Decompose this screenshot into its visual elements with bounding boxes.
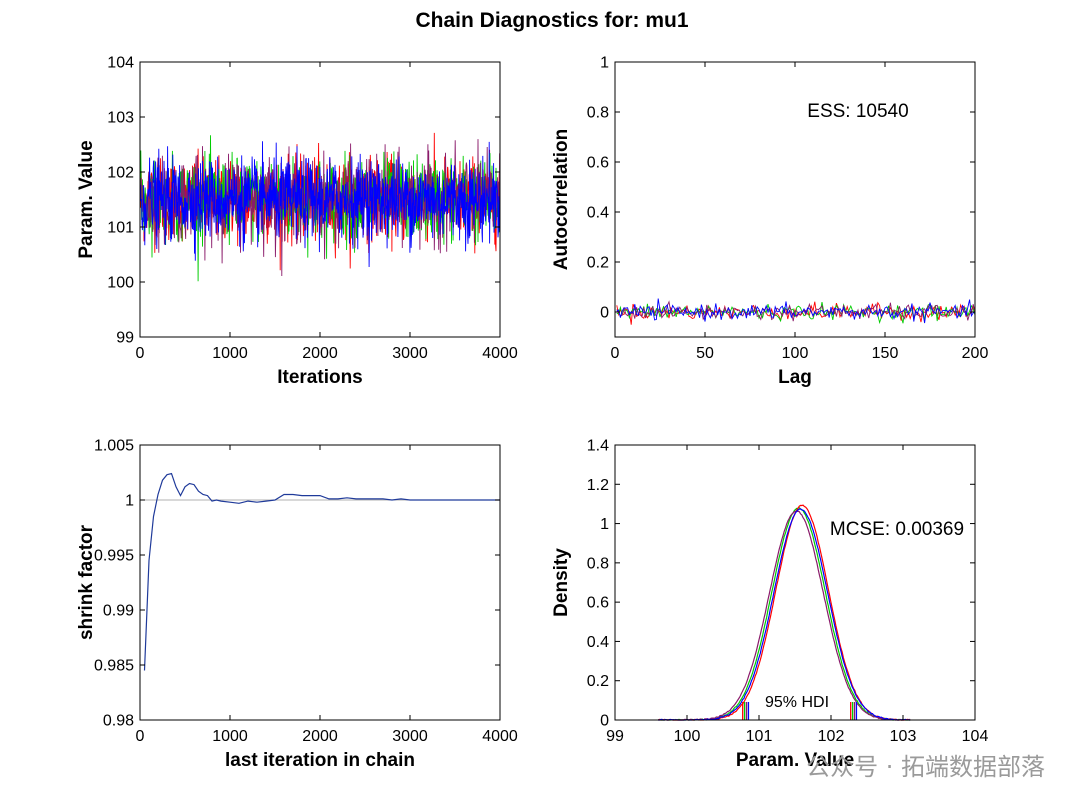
shrink-ticks: 0 1000 2000 3000 4000 0.98 0.985 0.99 0.995 1 1.00… <box>94 438 518 746</box>
trace-xtick-label: 2000 <box>302 345 338 362</box>
acf-xtick-label: 150 <box>872 345 899 362</box>
density-xtick-label: 99 <box>606 728 624 745</box>
shrink-ytick-label: 0.99 <box>103 603 134 620</box>
trace-ytick-label: 104 <box>107 55 134 72</box>
shrink-panel: 0 1000 2000 3000 4000 0.98 0.985 0.99 0.995 1 1.00… <box>76 438 518 772</box>
shrink-xtick-label: 1000 <box>212 728 248 745</box>
density-panel: 99 100 101 102 103 104 0 0.2 0.4 0.6 0.8 1 1.2 1.4 Pa… <box>551 438 988 772</box>
density-ylabel: Density <box>551 548 572 617</box>
acf-ytick-label: 0.4 <box>587 205 609 222</box>
shrink-ytick-label: 1.005 <box>94 438 134 455</box>
density-ytick-label: 1.2 <box>587 477 609 494</box>
shrink-axes-frame <box>139 444 501 721</box>
density-xtick-label: 101 <box>746 728 773 745</box>
trace-ytick-label: 100 <box>107 275 134 292</box>
trace-xtick-label: 4000 <box>482 345 518 362</box>
trace-xtick-label: 3000 <box>392 345 428 362</box>
acf-axes-frame <box>614 61 976 338</box>
shrink-ytick-label: 0.98 <box>103 713 134 730</box>
density-ytick-label: 0.6 <box>587 595 609 612</box>
ess-annotation: ESS: 10540 <box>807 101 908 122</box>
density-ytick-label: 0.2 <box>587 673 609 690</box>
density-chain-curve <box>658 508 911 721</box>
trace-xtick-label: 1000 <box>212 345 248 362</box>
hdi-label: 95% HDI <box>765 694 829 711</box>
shrink-ytick-label: 1 <box>125 493 134 510</box>
watermark-text: 公众号 · 拓端数据部落 <box>806 753 1045 781</box>
acf-xlabel: Lag <box>778 367 812 388</box>
acf-xtick-label: 100 <box>782 345 809 362</box>
shrink-ytick-label: 0.995 <box>94 548 134 565</box>
trace-ytick-label: 103 <box>107 110 134 127</box>
acf-chain-line <box>616 300 976 322</box>
trace-xlabel: Iterations <box>277 367 363 388</box>
density-xtick-label: 102 <box>818 728 845 745</box>
acf-panel: 0 50 100 150 200 0 0.2 0.4 0.6 0.8 1 Lag Autocorre… <box>551 55 988 389</box>
shrink-ytick-label: 0.985 <box>94 658 134 675</box>
acf-ticks: 0 50 100 150 200 0 0.2 0.4 0.6 0.8 1 <box>587 55 989 363</box>
acf-ytick-label: 1 <box>600 55 609 72</box>
density-xtick-label: 100 <box>674 728 701 745</box>
trace-panel: 0 1000 2000 3000 4000 99 100 101 102 103 104 Itera… <box>76 55 518 389</box>
acf-xtick-label: 200 <box>962 345 989 362</box>
trace-ytick-label: 101 <box>107 220 134 237</box>
shrink-xtick-label: 0 <box>136 728 145 745</box>
trace-ylabel: Param. Value <box>76 140 97 258</box>
density-ytick-label: 0.8 <box>587 555 609 572</box>
trace-lines <box>140 132 500 282</box>
shrink-xtick-label: 2000 <box>302 728 338 745</box>
density-xlabel: Param. Value <box>736 750 854 771</box>
figure-title: Chain Diagnostics for: mu1 <box>415 9 688 32</box>
acf-xtick-label: 0 <box>611 345 620 362</box>
acf-ytick-label: 0 <box>600 305 609 322</box>
density-xtick-label: 104 <box>962 728 989 745</box>
trace-chain-line <box>140 141 500 268</box>
density-ytick-label: 1.4 <box>587 438 609 455</box>
density-axes-frame <box>614 444 976 721</box>
shrink-xtick-label: 4000 <box>482 728 518 745</box>
density-ticks: 99 100 101 102 103 104 0 0.2 0.4 0.6 0.8 1 1.2 1.4 <box>587 438 989 746</box>
density-xtick-label: 103 <box>890 728 917 745</box>
trace-ytick-label: 102 <box>107 165 134 182</box>
acf-xtick-label: 50 <box>696 345 714 362</box>
acf-ylabel: Autocorrelation <box>551 129 572 270</box>
trace-xtick-label: 0 <box>136 345 145 362</box>
acf-chain-line <box>616 298 976 324</box>
acf-ytick-label: 0.6 <box>587 155 609 172</box>
acf-ytick-label: 0.2 <box>587 255 609 272</box>
shrink-xlabel: last iteration in chain <box>225 750 415 771</box>
density-chain-curve <box>658 510 911 721</box>
shrink-lines <box>140 472 500 671</box>
density-ytick-label: 0 <box>600 713 609 730</box>
mcse-annotation: MCSE: 0.00369 <box>830 519 964 540</box>
shrink-ylabel: shrink factor <box>76 524 97 640</box>
acf-ytick-label: 0.8 <box>587 105 609 122</box>
density-ytick-label: 1 <box>600 516 609 533</box>
trace-axes-frame <box>139 61 501 338</box>
shrink-xtick-label: 3000 <box>392 728 428 745</box>
density-ytick-label: 0.4 <box>587 634 609 651</box>
shrink-factor-line <box>143 472 500 671</box>
trace-ytick-label: 99 <box>116 330 134 347</box>
acf-lines <box>616 298 976 325</box>
